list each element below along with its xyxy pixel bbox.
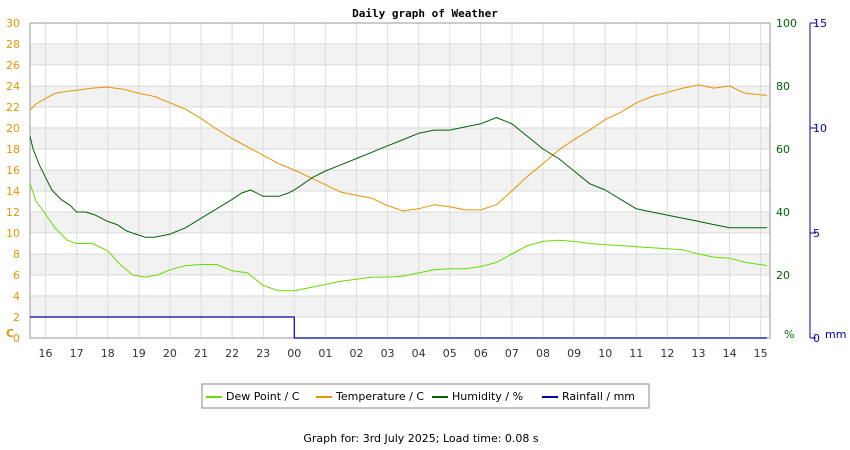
plot-band — [30, 254, 770, 275]
x-tick-label: 09 — [567, 347, 581, 360]
x-tick-label: 11 — [629, 347, 643, 360]
x-tick-label: 07 — [505, 347, 519, 360]
left-tick-label: 0 — [13, 332, 20, 345]
left-tick-label: 20 — [6, 122, 20, 135]
x-tick-label: 16 — [39, 347, 53, 360]
rainfall-axis-ticks: 5 10 15 0 — [810, 17, 827, 345]
x-tick-label: 06 — [474, 347, 488, 360]
plot-bands — [30, 44, 770, 317]
rainfall-axis-unit: mm — [825, 328, 846, 341]
plot-band — [30, 128, 770, 149]
humidity-tick-label: 40 — [776, 206, 790, 219]
x-tick-label: 02 — [349, 347, 363, 360]
rainfall-mm-line — [30, 316, 767, 339]
left-tick-label: 8 — [13, 248, 20, 261]
left-tick-label: 26 — [6, 59, 20, 72]
left-tick-label: 16 — [6, 164, 20, 177]
x-tick-label: 20 — [163, 347, 177, 360]
x-tick-label: 12 — [660, 347, 674, 360]
plot-band — [30, 44, 770, 65]
x-tick-label: 05 — [443, 347, 457, 360]
left-tick-label: 2 — [13, 311, 20, 324]
x-tick-label: 15 — [754, 347, 768, 360]
x-tick-label: 18 — [101, 347, 115, 360]
chart-title: Daily graph of Weather — [352, 7, 498, 20]
dew-point-c-line — [29, 183, 767, 292]
vertical-gridlines — [45, 23, 762, 338]
x-tick-label: 19 — [132, 347, 146, 360]
series-lines — [29, 84, 767, 339]
x-tick-label: 10 — [598, 347, 612, 360]
legend-label: Humidity / % — [452, 390, 523, 403]
legend: Dew Point / C Temperature / C Humidity / %… — [201, 383, 650, 409]
left-tick-label: 14 — [6, 185, 20, 198]
plot-band — [30, 170, 770, 191]
x-tick-label: 17 — [70, 347, 84, 360]
x-tick-label: 23 — [256, 347, 270, 360]
legend-label: Dew Point / C — [226, 390, 300, 403]
x-tick-label: 22 — [225, 347, 239, 360]
x-axis-ticks: 16 17 18 19 20 21 22 23 00 01 02 03 04 05 06 07 08 09 10 11… — [39, 347, 768, 360]
rainfall-tick-label: 15 — [813, 17, 827, 30]
humidity-axis-unit: % — [784, 328, 794, 341]
x-tick-label: 04 — [412, 347, 426, 360]
rainfall-tick-label: 5 — [813, 227, 820, 240]
humidity-axis-ticks: 20 40 60 80 100 — [776, 17, 797, 282]
rainfall-tick-label: 0 — [813, 332, 820, 345]
plot-band — [30, 86, 770, 107]
left-tick-label: 18 — [6, 143, 20, 156]
left-tick-label: 4 — [13, 290, 20, 303]
left-tick-label: 6 — [13, 269, 20, 282]
footer-text: Graph for: 3rd July 2025; Load time: 0.0… — [303, 432, 539, 445]
x-tick-label: 01 — [318, 347, 332, 360]
left-tick-label: 24 — [6, 80, 20, 93]
humidity-tick-label: 60 — [776, 143, 790, 156]
x-tick-label: 08 — [536, 347, 550, 360]
x-tick-label: 13 — [691, 347, 705, 360]
left-tick-label: 22 — [6, 101, 20, 114]
x-tick-label: 14 — [723, 347, 737, 360]
humidity-line — [29, 117, 767, 238]
plot-band — [30, 296, 770, 317]
legend-label: Rainfall / mm — [562, 390, 635, 403]
left-tick-label: 28 — [6, 38, 20, 51]
x-tick-label: 00 — [287, 347, 301, 360]
x-tick-label: 21 — [194, 347, 208, 360]
humidity-tick-label: 100 — [776, 17, 797, 30]
left-tick-label: 10 — [6, 227, 20, 240]
legend-label: Temperature / C — [335, 390, 424, 403]
left-axis-unit: C — [6, 327, 14, 340]
left-tick-label: 12 — [6, 206, 20, 219]
humidity-tick-label: 20 — [776, 269, 790, 282]
left-tick-label: 30 — [6, 17, 20, 30]
temperature-c-line — [29, 84, 767, 212]
x-tick-label: 03 — [381, 347, 395, 360]
legend-box — [201, 383, 650, 409]
horizontal-gridlines — [30, 43, 770, 318]
plot-band — [30, 212, 770, 233]
rainfall-tick-label: 10 — [813, 122, 827, 135]
humidity-tick-label: 80 — [776, 80, 790, 93]
